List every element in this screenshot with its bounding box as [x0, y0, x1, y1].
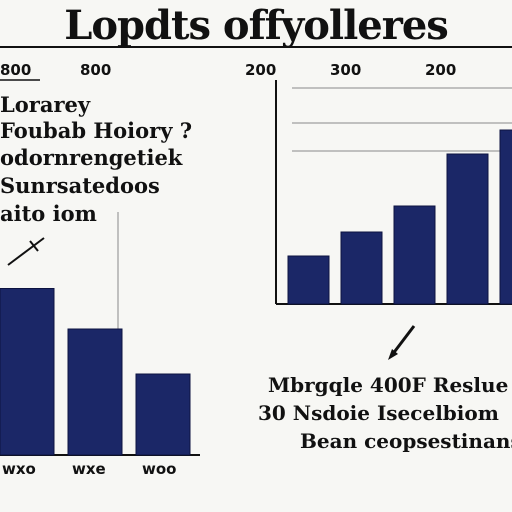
left-tick-label: 800	[80, 61, 112, 79]
left-tick-label: 800	[0, 61, 32, 79]
left-bar-series	[0, 288, 191, 456]
bar	[67, 328, 123, 456]
left-text-line: aito iom	[0, 201, 97, 226]
bar	[393, 205, 436, 305]
caption-line: Bean ceopsestinans	[300, 429, 512, 453]
left-text-line: Sunrsatedoos	[0, 173, 160, 198]
pointer-arrow-icon	[7, 237, 45, 266]
right-bar-series	[287, 129, 512, 305]
caption-line: Mbrgqle 400F Reslue	[268, 373, 509, 397]
left-x-label: wxe	[72, 460, 106, 478]
left-x-label: wxo	[2, 460, 36, 478]
bar	[499, 129, 512, 305]
left-x-label: woo	[142, 460, 177, 478]
right-tick-label: 200	[425, 61, 457, 79]
title-underline	[0, 46, 512, 48]
bar	[446, 153, 489, 305]
left-text-line: odornrengetiek	[0, 145, 183, 170]
left-text-line: Foubab Hoiory ?	[0, 118, 193, 143]
caption-line: 30 Nsdoie Isecelbiom	[258, 401, 499, 425]
bar	[135, 373, 191, 456]
pencil-icon	[388, 325, 416, 360]
right-tick-label: 200	[245, 61, 277, 79]
bar	[287, 255, 330, 305]
bar	[0, 288, 55, 456]
right-tick-label: 300	[330, 61, 362, 79]
chart-title: Lopdts offyolleres	[64, 2, 449, 49]
left-text-line: Lorarey	[0, 92, 91, 117]
bar	[340, 231, 383, 305]
